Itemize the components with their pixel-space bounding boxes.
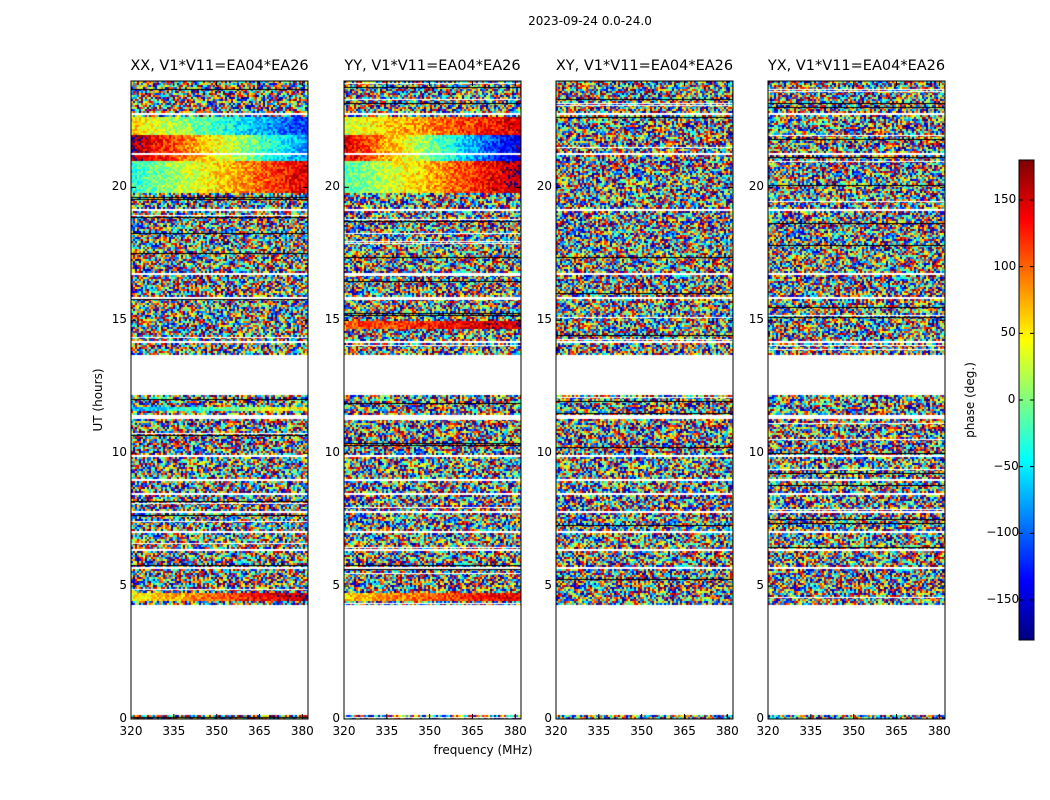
y-tick-label: 10	[536, 445, 552, 460]
panel-2	[555, 80, 734, 720]
x-tick-label: 350	[842, 724, 866, 738]
panel-title: XY, V1*V11=EA04*EA26	[555, 58, 734, 74]
y-tick-label: 15	[324, 312, 340, 327]
x-tick-label: 380	[290, 724, 314, 738]
y-tick-label: 20	[111, 179, 127, 194]
x-tick-label: 365	[461, 724, 484, 738]
x-tick-label: 350	[418, 724, 442, 738]
panel-0	[130, 80, 309, 720]
figure-title: 2023-09-24 0.0-24.0	[528, 14, 652, 28]
x-tick-label: 380	[503, 724, 527, 738]
x-axis-label: frequency (MHz)	[433, 743, 533, 757]
x-tick-label: 320	[756, 724, 780, 738]
colorbar-label: phase (deg.)	[963, 362, 977, 438]
panel-title: YY, V1*V11=EA04*EA26	[344, 58, 521, 74]
y-tick-label: 15	[111, 312, 127, 327]
heatmap-image	[344, 81, 521, 719]
colorbar-tick-label: −150	[986, 592, 1020, 606]
colorbar-tick-label: 100	[993, 258, 1017, 273]
colorbar-tick-label: 50	[1000, 325, 1016, 340]
panel-frame	[555, 80, 734, 720]
x-tick-label: 350	[630, 724, 654, 738]
x-tick-label: 335	[162, 724, 186, 738]
y-tick-label: 10	[324, 445, 340, 460]
panel-title: YX, V1*V11=EA04*EA26	[767, 58, 946, 74]
y-tick-label: 20	[748, 179, 764, 194]
colorbar-tick-label: −50	[993, 458, 1019, 473]
x-tick-label: 320	[544, 724, 568, 738]
panel-3	[767, 80, 946, 720]
heatmap-image	[131, 81, 308, 719]
colorbar-tick-label: 0	[1007, 392, 1016, 406]
y-tick-label: 0	[544, 711, 552, 725]
colorbar-tick-label: −100	[986, 525, 1020, 540]
x-tick-label: 320	[332, 724, 356, 738]
y-tick-label: 5	[544, 578, 552, 593]
panel-frame	[130, 80, 309, 720]
y-tick-label: 10	[748, 445, 764, 460]
x-tick-label: 380	[927, 724, 951, 738]
y-tick-label: 20	[324, 179, 340, 194]
y-tick-label: 0	[756, 711, 764, 725]
panel-title: XX, V1*V11=EA04*EA26	[130, 58, 309, 74]
y-tick-label: 10	[111, 445, 127, 460]
x-tick-label: 380	[715, 724, 739, 738]
x-tick-label: 335	[587, 724, 611, 738]
colorbar-tick-label: 150	[993, 192, 1017, 206]
panel-frame	[343, 80, 522, 720]
x-tick-label: 335	[799, 724, 823, 738]
y-tick-label: 5	[119, 578, 127, 593]
y-tick-label: 5	[332, 578, 340, 593]
x-tick-label: 350	[205, 724, 229, 738]
y-tick-label: 15	[536, 312, 552, 327]
y-axis-label: UT (hours)	[91, 368, 105, 432]
y-tick-label: 20	[536, 179, 552, 194]
x-tick-label: 335	[375, 724, 399, 738]
x-tick-label: 365	[673, 724, 696, 738]
y-tick-label: 5	[756, 578, 764, 593]
y-tick-label: 0	[119, 711, 127, 725]
panel-frame	[767, 80, 946, 720]
y-tick-label: 0	[332, 711, 340, 725]
x-tick-label: 365	[885, 724, 908, 738]
x-tick-label: 320	[119, 724, 143, 738]
x-tick-label: 365	[248, 724, 271, 738]
heatmap-image	[768, 81, 945, 719]
panel-1	[343, 80, 522, 720]
y-tick-label: 15	[748, 312, 764, 327]
heatmap-image	[556, 81, 733, 719]
